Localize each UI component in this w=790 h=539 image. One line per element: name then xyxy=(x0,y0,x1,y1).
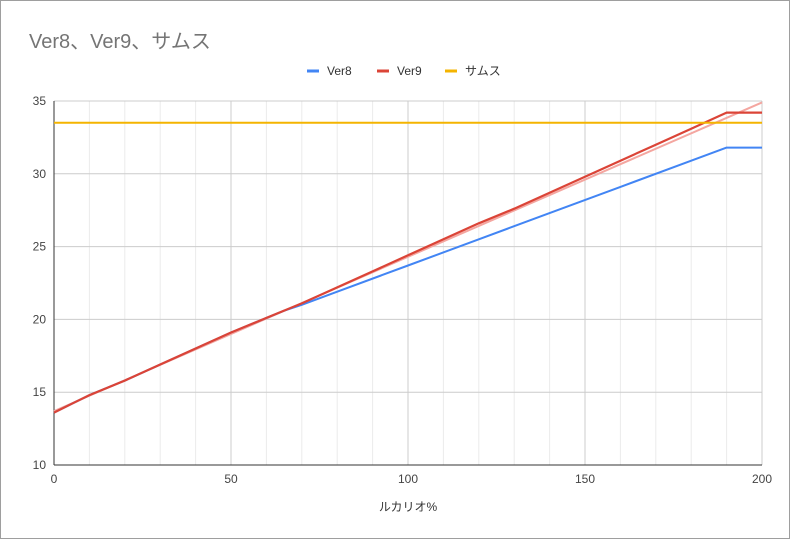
x-axis-title: ルカリオ% xyxy=(379,500,438,514)
tick-labels: 0 50 100 150 200 10 15 20 25 30 35 xyxy=(33,94,773,486)
y-tick-label: 35 xyxy=(33,94,47,108)
minor-gridlines xyxy=(88,101,728,465)
series-line xyxy=(53,111,762,414)
legend[interactable]: Ver8 Ver9 サムス xyxy=(307,64,501,78)
series-lines xyxy=(53,101,763,414)
legend-item[interactable]: サムス xyxy=(445,64,501,78)
y-tick-label: 20 xyxy=(33,312,47,326)
y-tick-label: 15 xyxy=(33,385,47,399)
x-tick-label: 150 xyxy=(575,472,595,486)
major-gridlines xyxy=(53,100,763,466)
y-tick-label: 25 xyxy=(33,240,47,254)
y-tick-label: 30 xyxy=(33,167,47,181)
x-tick-label: 100 xyxy=(398,472,418,486)
y-tick-label: 10 xyxy=(33,458,47,472)
x-tick-label: 200 xyxy=(752,472,772,486)
legend-label: Ver9 xyxy=(397,64,422,78)
legend-label: Ver8 xyxy=(327,64,352,78)
legend-item[interactable]: Ver9 xyxy=(377,64,422,78)
chart-title: Ver8、Ver9、サムス xyxy=(29,31,211,53)
x-tick-label: 0 xyxy=(51,472,58,486)
x-tick-label: 50 xyxy=(224,472,238,486)
legend-item[interactable]: Ver8 xyxy=(307,64,352,78)
legend-label: サムス xyxy=(465,64,501,78)
